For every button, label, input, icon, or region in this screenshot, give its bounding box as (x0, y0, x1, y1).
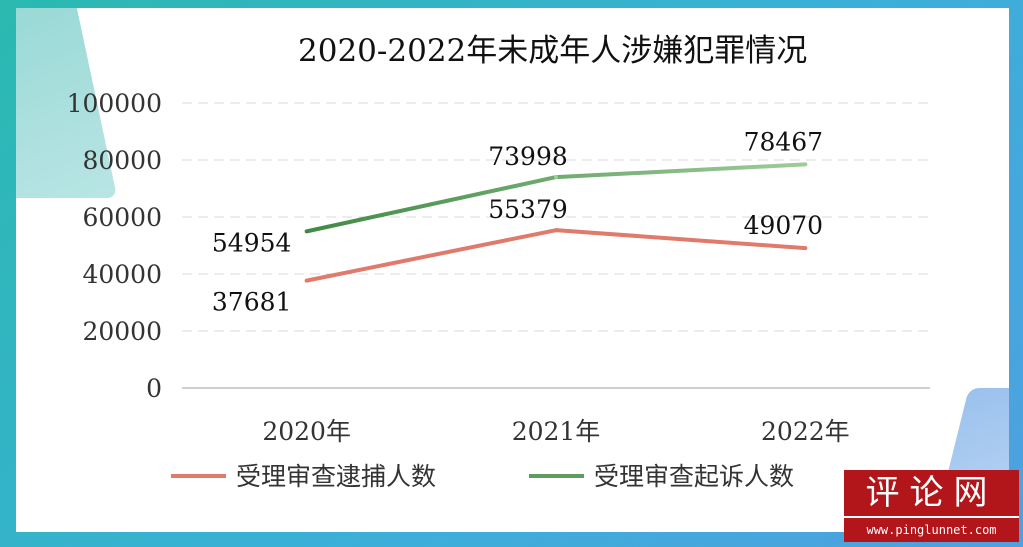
series-point (803, 246, 808, 251)
line-chart: 2020-2022年未成年人涉嫌犯罪情况 0 20000 40000 60000 800… (67, 33, 930, 491)
y-tick-label: 0 (146, 374, 162, 403)
data-label: 37681 (212, 288, 292, 317)
series-line-0 (306, 228, 806, 283)
data-label: 54954 (212, 228, 292, 257)
data-label: 55379 (488, 195, 568, 224)
data-label: 73998 (488, 142, 568, 171)
data-labels: 37681 55379 49070 54954 73998 78467 (212, 127, 823, 316)
chart-card: 2020-2022年未成年人涉嫌犯罪情况 0 20000 40000 60000 800… (16, 8, 1009, 532)
series-lines (304, 162, 808, 283)
site-watermark: 评论网 www.pinglunnet.com (844, 470, 1019, 542)
x-tick-label: 2021年 (512, 417, 601, 446)
watermark-name: 评论网 (844, 470, 1019, 516)
x-axis: 2020年 2021年 2022年 (262, 417, 849, 446)
legend: 受理审查逮捕人数 受理审查起诉人数 (171, 462, 794, 491)
series-point (554, 175, 558, 180)
chart-title: 2020-2022年未成年人涉嫌犯罪情况 (298, 33, 807, 69)
y-tick-label: 80000 (82, 146, 162, 175)
y-tick-label: 100000 (67, 89, 162, 118)
series-point (304, 278, 309, 283)
data-label: 78467 (744, 127, 824, 156)
series-point (554, 228, 558, 233)
x-tick-label: 2022年 (761, 417, 850, 446)
y-tick-label: 60000 (82, 203, 162, 232)
gridlines (182, 102, 930, 389)
data-label: 49070 (744, 211, 824, 240)
legend-label-prosecution: 受理审查起诉人数 (594, 462, 794, 491)
y-tick-label: 20000 (82, 317, 162, 346)
legend-label-arrest: 受理审查逮捕人数 (236, 462, 436, 491)
series-point (304, 229, 309, 234)
watermark-url: www.pinglunnet.com (844, 516, 1019, 542)
series-point (803, 162, 808, 167)
y-tick-label: 40000 (82, 260, 162, 289)
y-axis: 0 20000 40000 60000 80000 100000 (67, 89, 162, 403)
x-tick-label: 2020年 (262, 417, 351, 446)
